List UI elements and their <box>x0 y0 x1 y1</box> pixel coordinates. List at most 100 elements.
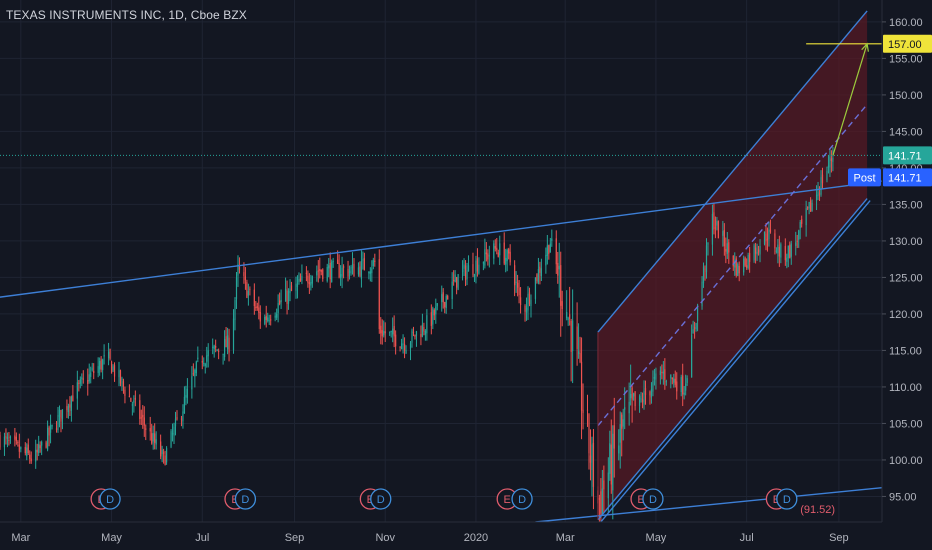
candle-body <box>296 283 299 288</box>
candle-body <box>579 353 581 362</box>
chart-title: TEXAS INSTRUMENTS INC, 1D, Cboe BZX <box>6 8 247 22</box>
candle-body <box>122 381 125 387</box>
time-tick-label: May <box>646 532 667 544</box>
candle-body <box>91 368 93 370</box>
candle-body <box>348 270 351 274</box>
trendline-channel-upper[interactable] <box>597 10 868 333</box>
candle-body <box>110 361 113 374</box>
candle-body <box>485 252 487 255</box>
price-tick-label: 130.00 <box>889 236 923 248</box>
dividend-circle <box>511 488 533 510</box>
candle-body <box>624 407 626 410</box>
candle-body <box>473 274 476 277</box>
candle-body <box>225 336 227 348</box>
trendline-support[interactable] <box>535 486 883 523</box>
trendline-channel-lower-parallel[interactable] <box>600 200 871 523</box>
event-markers[interactable]: EDEDEDEDEDED <box>90 488 798 510</box>
target-price-tag-text: 157.00 <box>888 39 922 51</box>
candle-body <box>351 263 354 269</box>
price-scale[interactable]: 160.00155.00150.00145.00140.00135.00130.… <box>881 0 932 522</box>
candle-body <box>638 396 641 406</box>
candle-body <box>72 395 74 402</box>
candle-body <box>612 433 614 491</box>
trendlines[interactable] <box>0 10 883 523</box>
candle-body <box>787 245 789 259</box>
dividend-marker[interactable]: D <box>776 488 798 510</box>
candle-body <box>113 365 116 377</box>
candle-body <box>499 243 501 256</box>
candle-body <box>97 366 99 373</box>
candle-body <box>832 157 834 162</box>
candle-body <box>165 448 168 463</box>
candle-body <box>256 306 258 308</box>
candle-body <box>746 265 748 268</box>
candle-body <box>572 320 574 352</box>
candle-body <box>610 444 612 485</box>
candle-body <box>405 349 407 354</box>
candle-body <box>412 331 415 333</box>
candle-body <box>723 230 725 247</box>
candle-body <box>811 202 813 212</box>
candle-body <box>472 264 474 275</box>
regression-channel[interactable] <box>597 11 868 520</box>
candle-body <box>652 380 654 392</box>
candle-body <box>631 387 633 400</box>
dividend-letter: D <box>518 494 526 506</box>
candle-body <box>151 433 153 444</box>
projection-arrow-line[interactable] <box>832 43 868 156</box>
candle-body <box>576 326 578 349</box>
candle-body <box>66 406 68 411</box>
candle-body <box>191 376 193 390</box>
candle-body <box>463 264 465 269</box>
dividend-marker[interactable]: D <box>511 488 533 510</box>
dividend-marker[interactable]: D <box>99 488 121 510</box>
candle-body <box>337 259 339 264</box>
candle-body <box>194 369 196 377</box>
candle-body <box>756 251 758 255</box>
candle-body <box>392 328 394 335</box>
candle-body <box>186 388 189 398</box>
candle-body <box>789 244 791 259</box>
candle-body <box>298 278 300 283</box>
candle-body <box>402 343 404 345</box>
candle-body <box>222 353 224 355</box>
candle-body <box>299 278 302 282</box>
price-tick-label: 110.00 <box>889 382 922 394</box>
candle-body <box>20 447 22 450</box>
candle-body <box>49 424 52 433</box>
candle-body <box>207 350 209 357</box>
candle-body <box>759 245 761 255</box>
candle-body <box>155 439 157 445</box>
candle-body <box>139 400 141 419</box>
dividend-marker[interactable]: D <box>642 488 664 510</box>
candle-body <box>14 435 16 440</box>
candle-body <box>372 259 374 267</box>
trendline-resistance[interactable] <box>0 180 883 298</box>
candle-body <box>192 373 194 375</box>
candle-body <box>319 269 321 271</box>
candle-body <box>235 277 238 299</box>
candle-body <box>609 443 611 474</box>
time-tick-label: 2020 <box>464 532 488 544</box>
candle-body <box>634 391 636 407</box>
candle-body <box>409 343 412 349</box>
time-scale[interactable]: Mar May Jul Sep Nov 2020 Mar May Jul Sep <box>0 521 932 550</box>
candle-body <box>711 213 714 245</box>
dividend-marker[interactable]: D <box>370 488 392 510</box>
candle-body <box>619 424 621 443</box>
dividend-marker[interactable]: D <box>234 488 257 510</box>
candle-body <box>493 243 495 259</box>
channel-fill[interactable] <box>597 11 868 520</box>
dividend-letter: D <box>106 494 114 506</box>
candle-body <box>380 325 382 334</box>
candle-body <box>749 253 751 262</box>
candle-body <box>45 442 47 448</box>
candle-body <box>61 409 64 419</box>
candle-body <box>259 312 261 322</box>
candle-body <box>171 433 174 435</box>
candle-body <box>424 330 426 335</box>
candle-body <box>557 262 559 276</box>
trendline-channel-lower[interactable] <box>597 198 868 521</box>
